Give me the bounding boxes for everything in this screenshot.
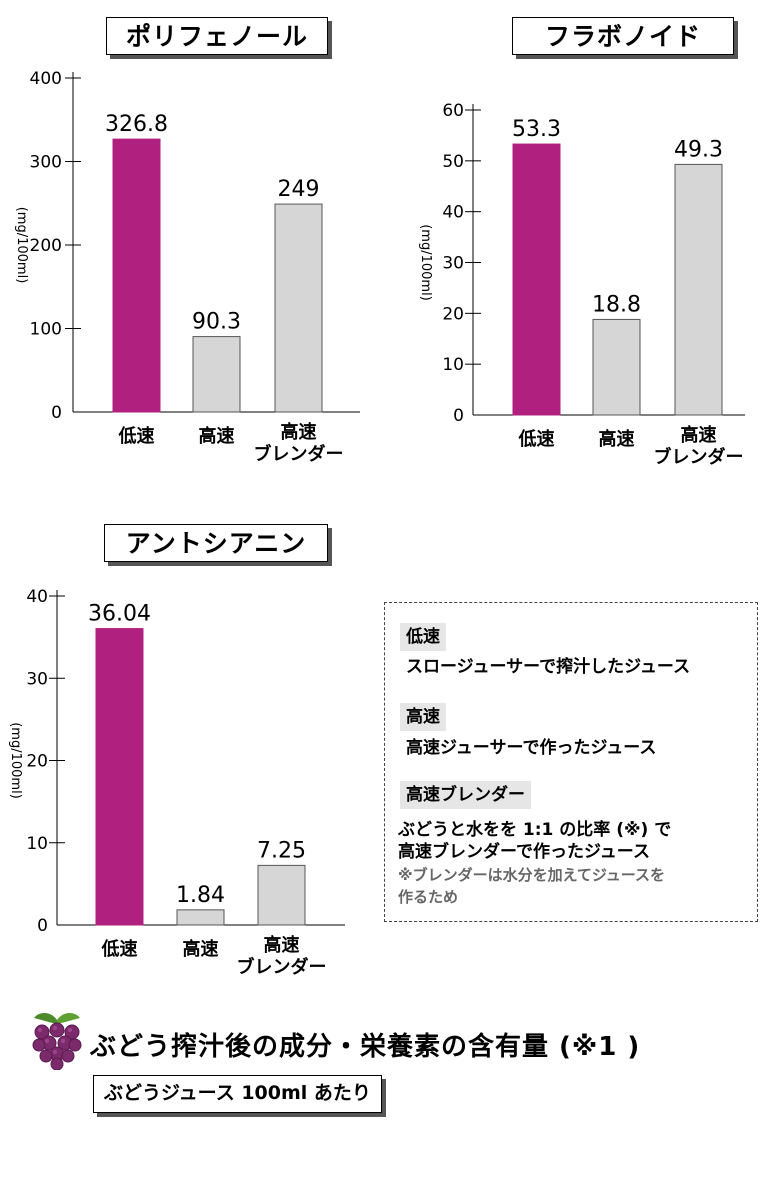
y-tick-label: 30 <box>26 669 48 689</box>
legend-box: 低速 スロージューサーで搾汁したジュース 高速 高速ジューサーで作ったジュース … <box>384 602 758 922</box>
bar <box>176 909 225 926</box>
x-tick-label: 低速 <box>118 425 155 447</box>
y-tick-label: 50 <box>442 152 464 172</box>
x-tick-label: 高速 <box>599 428 635 450</box>
data-label: 7.25 <box>257 838 306 863</box>
bar <box>274 203 323 413</box>
data-label: 1.84 <box>176 883 225 908</box>
chart-title-flavonoid: フラボノイド <box>512 17 738 59</box>
legend-tag-fast: 高速 <box>400 703 446 731</box>
y-tick-label: 300 <box>30 153 62 173</box>
y-axis-label: (mg/100ml) <box>418 224 433 301</box>
footer-subtitle: ぶどうジュース 100ml あたり <box>93 1075 386 1117</box>
y-tick-label: 0 <box>453 406 464 426</box>
chart-title-anthocyanin: アントシアニン <box>104 524 332 566</box>
x-tick-label: 低速 <box>518 428 555 450</box>
legend-desc-slow: スロージューサーで搾汁したジュース <box>406 657 691 677</box>
legend-note-blender-2: 作るため <box>398 888 459 906</box>
legend-desc-blender-1: ぶどうと水をを 1:1 の比率 (※) で <box>398 820 672 840</box>
chart-anthocyanin: 0 10 20 30 40 (mg/100ml) 36.04 低速 1.84 高速 7.25 高速ブレ… <box>8 587 345 978</box>
data-label: 326.8 <box>105 112 168 137</box>
x-tick-label: 高速ブレンダー <box>237 934 327 978</box>
data-label: 18.8 <box>592 292 641 317</box>
chart-polyphenol: 0 100 200 300 400 (mg/100ml) 326.8 低速 90.3 高速 249 高… <box>14 69 360 465</box>
x-tick-label: 高速ブレンダー <box>654 424 744 468</box>
legend-desc-blender-2: 高速ブレンダーで作ったジュース <box>398 842 650 862</box>
legend-tag-slow: 低速 <box>400 623 446 651</box>
y-tick-label: 40 <box>442 203 464 223</box>
x-tick-label: 高速ブレンダー <box>254 421 344 465</box>
y-axis-label: (mg/100ml) <box>14 207 29 284</box>
data-label: 249 <box>278 177 320 202</box>
data-label: 90.3 <box>192 310 241 335</box>
data-label: 53.3 <box>512 117 561 142</box>
bar <box>674 163 723 416</box>
x-tick-label: 高速 <box>199 425 235 447</box>
y-tick-label: 10 <box>442 355 464 375</box>
legend-desc-fast: 高速ジューサーで作ったジュース <box>406 738 657 758</box>
y-tick-label: 200 <box>30 236 62 256</box>
y-tick-label: 60 <box>442 101 464 121</box>
footer-title: ぶどう搾汁後の成分・栄養素の含有量 (※1 ) <box>90 1032 641 1062</box>
legend-note-blender-1: ※ブレンダーは水分を加えてジュースを <box>398 866 666 884</box>
chart-title-polyphenol: ポリフェノール <box>106 17 332 59</box>
x-tick-label: 高速 <box>183 938 219 960</box>
y-tick-label: 0 <box>51 403 62 423</box>
bar <box>192 336 241 413</box>
y-tick-label: 30 <box>442 254 464 274</box>
grape-icon <box>32 1013 82 1070</box>
y-tick-label: 10 <box>26 834 48 854</box>
y-tick-label: 20 <box>26 752 48 772</box>
y-tick-label: 400 <box>30 69 62 89</box>
y-tick-label: 20 <box>442 304 464 324</box>
chart-flavonoid: 0 10 20 30 40 50 60 (mg/100ml) 53.3 低速 18.8 高速 49.3 高… <box>418 101 745 468</box>
data-label: 36.04 <box>88 602 151 627</box>
bar <box>112 138 161 413</box>
bar <box>512 143 561 416</box>
bar <box>592 318 641 416</box>
y-tick-label: 100 <box>30 320 62 340</box>
bar <box>257 864 306 926</box>
y-axis-label: (mg/100ml) <box>8 722 23 799</box>
y-tick-label: 40 <box>26 587 48 607</box>
legend-tag-blender: 高速ブレンダー <box>400 781 531 809</box>
y-tick-label: 0 <box>37 916 48 936</box>
data-label: 49.3 <box>674 137 723 162</box>
bar <box>95 628 144 926</box>
x-tick-label: 低速 <box>101 938 138 960</box>
